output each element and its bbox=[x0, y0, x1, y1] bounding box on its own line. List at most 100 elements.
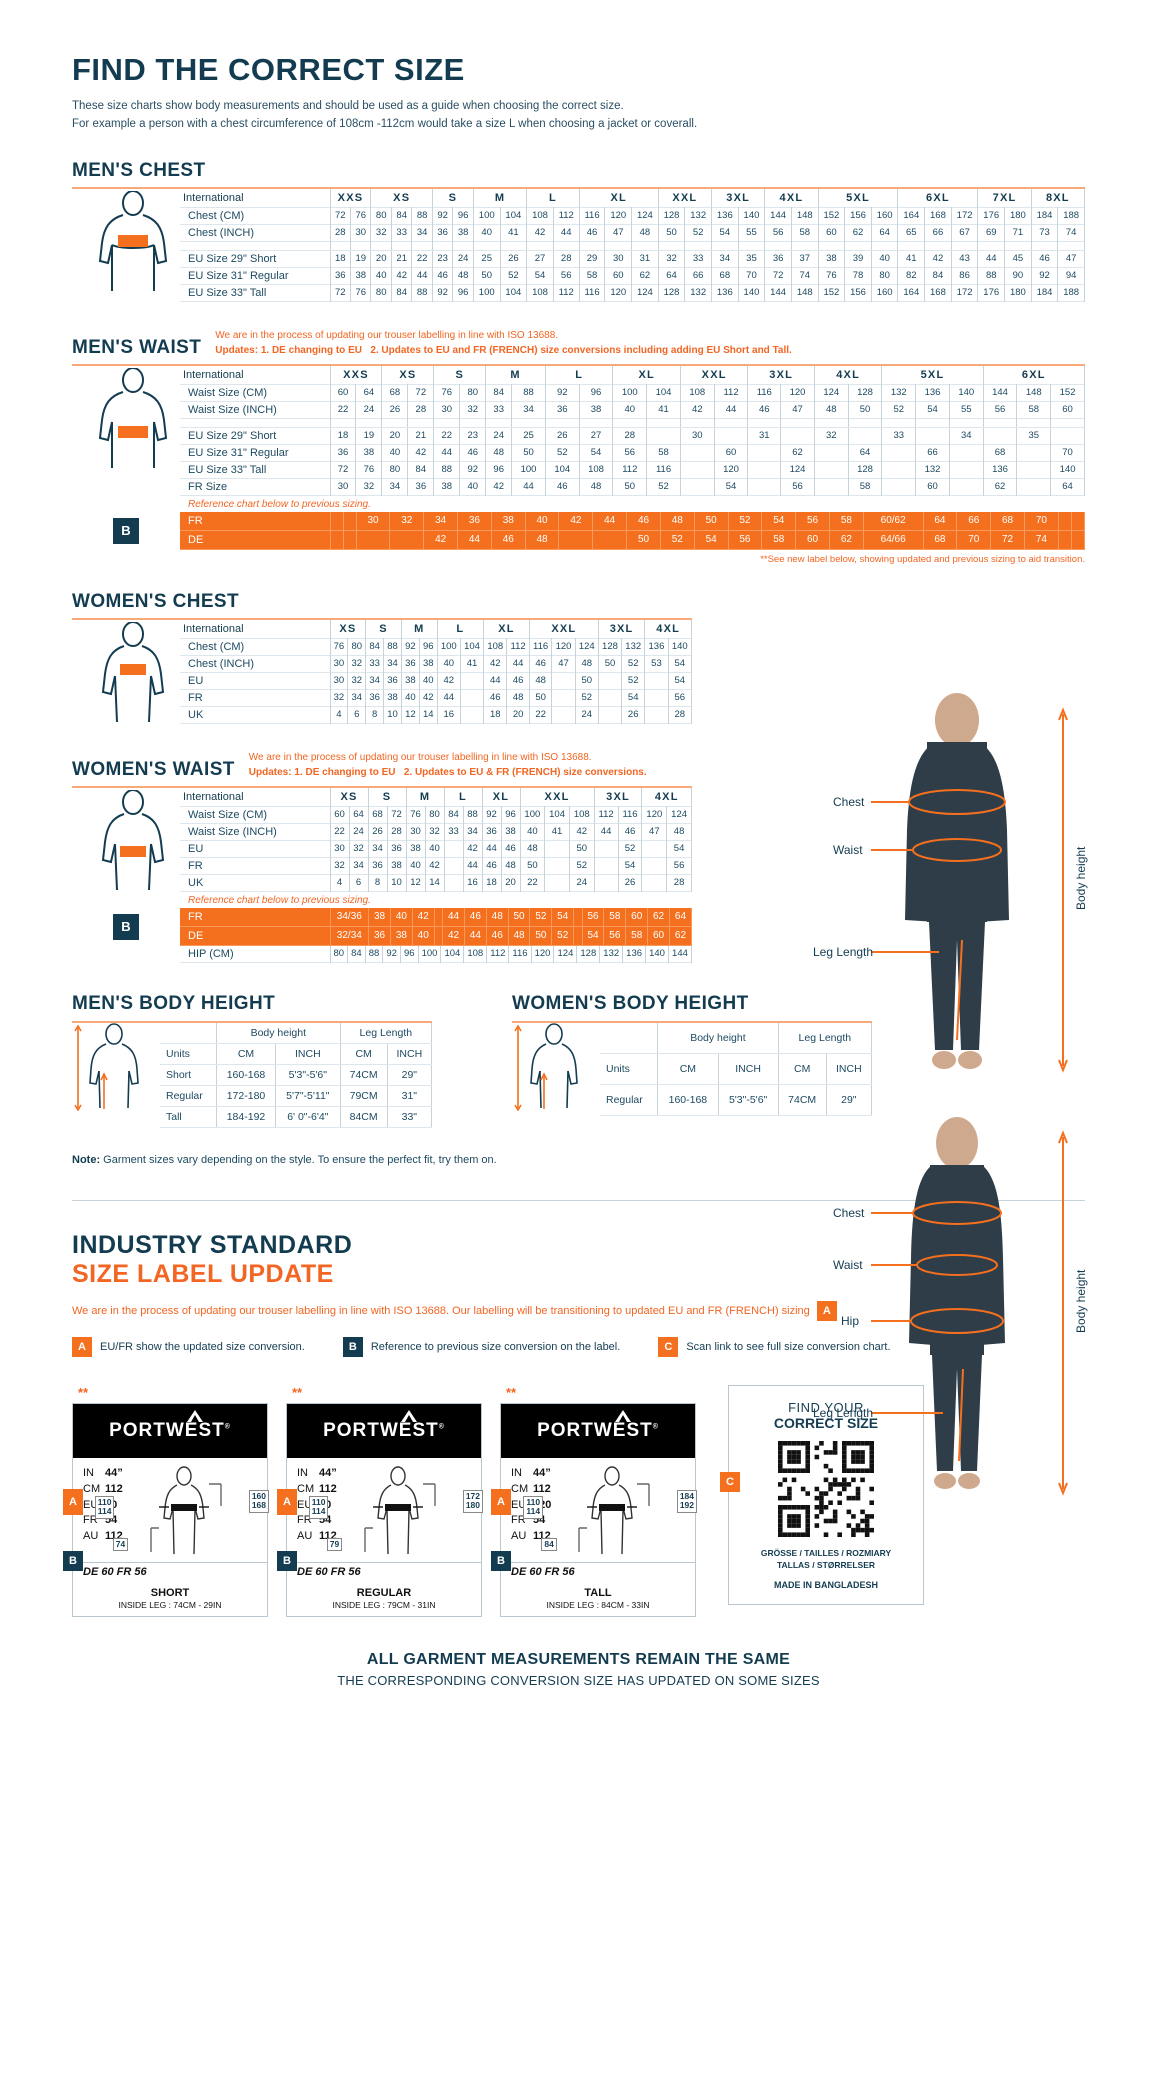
size-header-s: S bbox=[433, 364, 487, 385]
mens-waist-ref-note-wrap: Reference chart below to previous sizing… bbox=[72, 496, 1085, 512]
data-cell: 23 bbox=[459, 427, 487, 445]
row-label: EU bbox=[180, 672, 331, 690]
bh-data-cell: 33" bbox=[387, 1106, 433, 1128]
label-cards-row: **PORTWEST®IN44”CM112EU30FR54AU112110114… bbox=[63, 1384, 1085, 1617]
data-cell: 96 bbox=[452, 284, 474, 302]
size-header-m: M bbox=[401, 618, 438, 639]
ref-data-cell: 46 bbox=[486, 926, 509, 946]
ref-data-cell: 48 bbox=[660, 511, 695, 531]
data-cell: 40 bbox=[437, 655, 461, 673]
data-cell: 124 bbox=[631, 284, 659, 302]
data-cell: 36 bbox=[407, 478, 435, 496]
data-cell bbox=[551, 706, 576, 724]
female-label-hip: Hip bbox=[841, 1314, 859, 1328]
data-cell: 54 bbox=[668, 672, 693, 690]
row-label: EU bbox=[180, 840, 331, 858]
ref-data-cell bbox=[1058, 530, 1072, 550]
data-cell bbox=[881, 461, 917, 479]
label-key: FR bbox=[297, 1514, 312, 1527]
data-cell: 112 bbox=[553, 207, 580, 225]
ref-data-cell: 52 bbox=[728, 511, 763, 531]
data-cell: 24 bbox=[575, 706, 599, 724]
data-cell: 76 bbox=[330, 638, 349, 656]
legend-text-b: Reference to previous size conversion on… bbox=[370, 1340, 621, 1353]
data-cell bbox=[460, 689, 485, 707]
data-cell: 40 bbox=[381, 444, 409, 462]
data-cell: 54 bbox=[579, 444, 614, 462]
ref-data-cell: 34 bbox=[423, 511, 459, 531]
badge-b-womens-waist: B bbox=[113, 913, 139, 940]
data-cell: 104 bbox=[545, 461, 580, 479]
data-cell: 40 bbox=[419, 672, 438, 690]
mens-waist-updates-label: Updates: bbox=[215, 344, 259, 356]
mens-waist-tbody: International XXS XS S M L XL XXL 3XL 4XL 5XL 6XL Wa… bbox=[180, 364, 1086, 496]
data-cell bbox=[460, 672, 485, 690]
data-cell: 50 bbox=[848, 401, 883, 419]
data-cell: 100 bbox=[473, 207, 501, 225]
data-cell: 48 bbox=[666, 823, 692, 841]
womens-bh-tbody: Body height Leg Length Units CM INCH CM INCH Re… bbox=[600, 1021, 873, 1116]
data-cell: 35 bbox=[738, 250, 766, 268]
data-cell: 164 bbox=[897, 207, 926, 225]
data-cell: 41 bbox=[646, 401, 681, 419]
bh-row: Short 160-168 5'3"-5'6" 74CM 29" bbox=[160, 1064, 433, 1086]
data-cell: 24 bbox=[349, 823, 369, 841]
bh-blank-cell bbox=[600, 1021, 659, 1054]
data-cell: 116 bbox=[747, 384, 782, 402]
data-cell: 40 bbox=[459, 478, 487, 496]
legend-chip-b: B bbox=[342, 1336, 363, 1357]
data-cell: 92 bbox=[1031, 267, 1059, 285]
ref-data-cell: 44 bbox=[442, 907, 465, 927]
data-cell: 116 bbox=[618, 806, 643, 824]
label-waist-box: 110 114 bbox=[523, 1495, 544, 1520]
ref-data-cell: 52 bbox=[529, 907, 553, 927]
ref-data-cell: 64 bbox=[923, 511, 958, 531]
size-header-xxl: XXL bbox=[680, 364, 749, 385]
size-header-5xl: 5XL bbox=[818, 187, 899, 208]
data-cell: 124 bbox=[553, 945, 578, 963]
data-cell: 92 bbox=[401, 638, 420, 656]
bh-group-header-1: Leg Length bbox=[340, 1021, 433, 1044]
label-value: 112 bbox=[319, 1482, 337, 1495]
label-fit-name: TALL bbox=[584, 1586, 612, 1599]
data-cell: 22 bbox=[330, 401, 357, 419]
data-cell bbox=[551, 689, 576, 707]
row-label: EU Size 31" Regular bbox=[180, 267, 331, 285]
bh-unit-3: INCH bbox=[387, 1043, 433, 1065]
qr-code-image[interactable] bbox=[778, 1440, 874, 1537]
data-cell: 84 bbox=[485, 384, 513, 402]
data-cell: 38 bbox=[401, 672, 420, 690]
data-cell: 50 bbox=[569, 840, 595, 858]
table-row: EU Size 31" Regular 36 38 40 42 44 46 48 50 52 54 5… bbox=[180, 444, 1085, 462]
data-cell: 52 bbox=[621, 672, 646, 690]
data-cell: 46 bbox=[501, 840, 521, 858]
data-cell: 22 bbox=[520, 874, 546, 892]
data-cell: 152 bbox=[818, 284, 846, 302]
ref-data-cell bbox=[389, 530, 425, 550]
ref-data-cell: 62 bbox=[669, 926, 693, 946]
ref-data-cell: 62 bbox=[647, 907, 670, 927]
data-cell: 148 bbox=[791, 284, 819, 302]
data-cell: 46 bbox=[1031, 250, 1059, 268]
mens-bh-figure bbox=[72, 1020, 160, 1128]
label-waist-box: 110 114 bbox=[308, 1495, 329, 1520]
bh-data-cell: 79CM bbox=[340, 1085, 388, 1107]
womens-chest-tbody: International XS S M L XL XXL 3XL 4XL Chest (CM) 7… bbox=[180, 618, 693, 724]
data-cell: 144 bbox=[764, 284, 792, 302]
male-body-icon bbox=[98, 190, 168, 291]
data-cell: 184 bbox=[1031, 284, 1059, 302]
label-size-row-in: IN 44” bbox=[511, 1466, 551, 1482]
label-height-box: 184 192 bbox=[676, 1489, 697, 1514]
ref-data-cell: 66 bbox=[956, 511, 992, 531]
data-cell: 28 bbox=[553, 250, 580, 268]
data-cell: 34 bbox=[347, 689, 367, 707]
label-fit-name: SHORT bbox=[150, 1586, 190, 1599]
data-cell: 84 bbox=[924, 267, 952, 285]
male-model-card: Chest Waist Leg Length Body height bbox=[767, 690, 1097, 1095]
legend-chip-c: C bbox=[658, 1336, 679, 1357]
mens-waist-update-2: 2. Updates to EU and FR (FRENCH) size co… bbox=[370, 344, 792, 356]
mens-bh-tbody: Body height Leg Length Units CM INCH CM INCH Sh… bbox=[160, 1021, 433, 1128]
fit-note: Note: Garment sizes vary depending on th… bbox=[72, 1154, 1085, 1166]
data-cell: 84 bbox=[391, 207, 413, 225]
female-waist-figure bbox=[72, 785, 180, 892]
